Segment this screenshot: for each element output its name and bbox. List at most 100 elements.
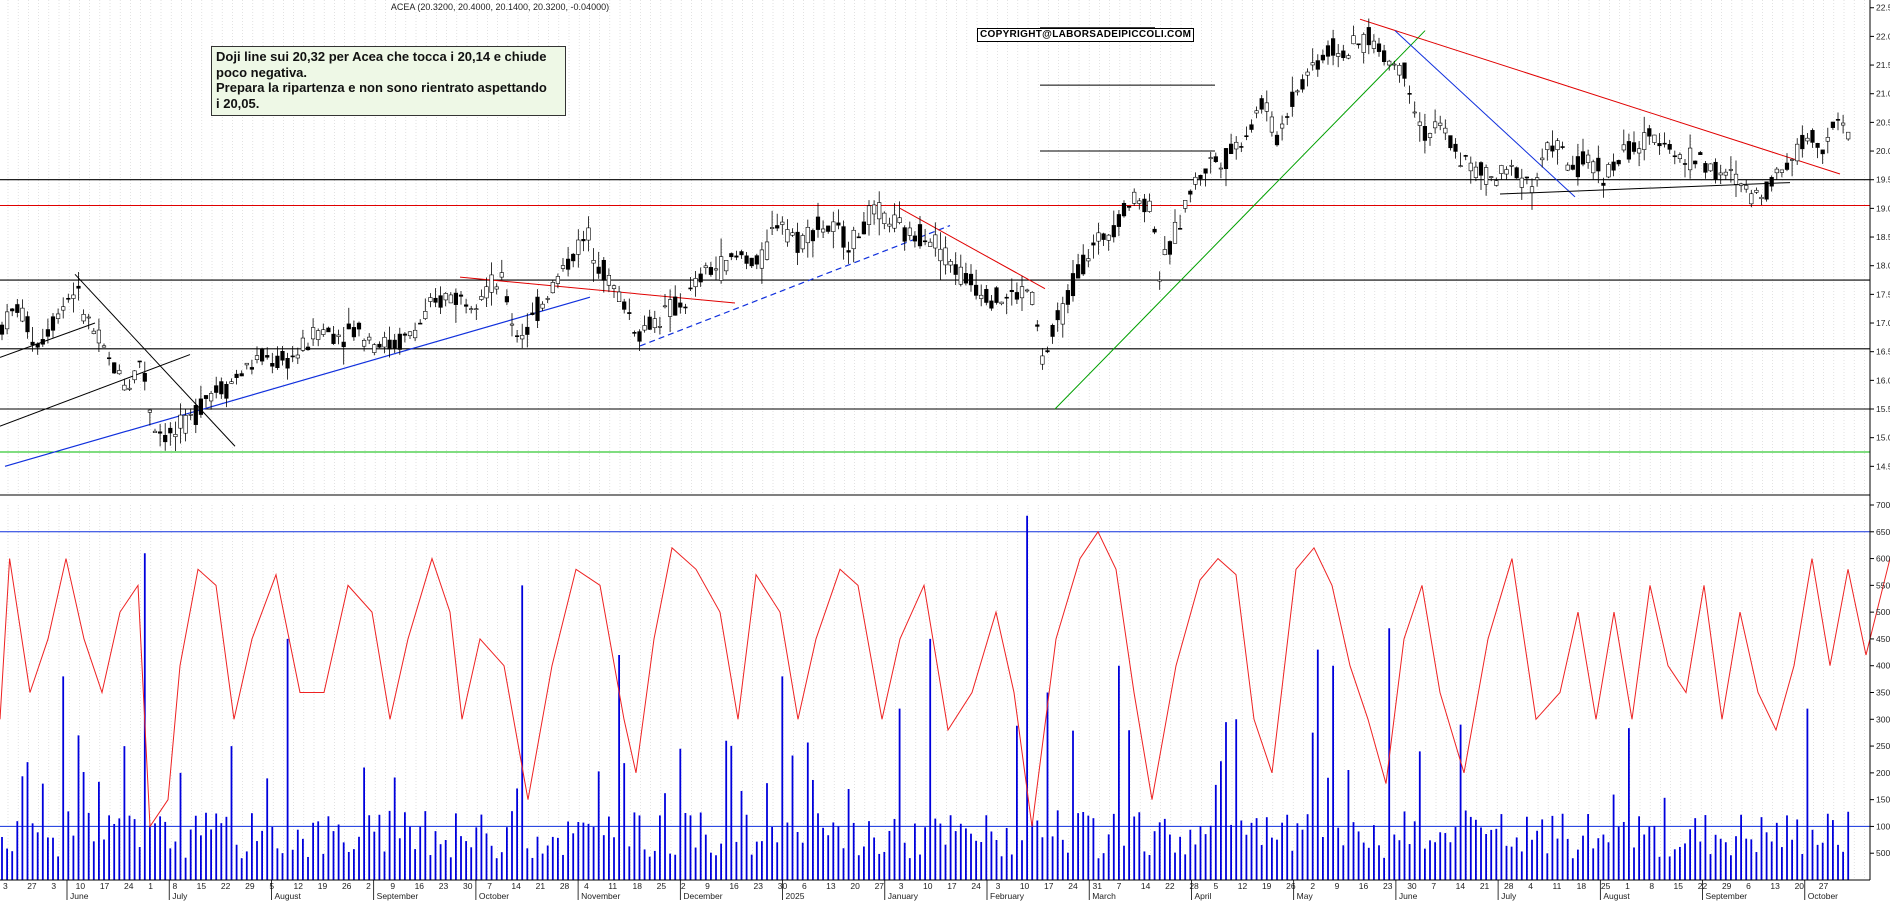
candle-body	[1708, 163, 1713, 172]
x-day-label: 10	[76, 881, 86, 891]
candle-body	[1555, 140, 1560, 150]
candle-body	[846, 250, 851, 253]
x-day-label: 28	[1504, 881, 1514, 891]
candle-body	[1550, 145, 1555, 152]
x-day-label: 8	[1649, 881, 1654, 891]
x-day-label: 15	[197, 881, 207, 891]
candle-body	[601, 259, 606, 281]
candle-body	[249, 367, 255, 370]
x-day-label: 25	[1601, 881, 1611, 891]
x-day-label: 2	[366, 881, 371, 891]
candle-body	[1494, 180, 1499, 186]
candle-body	[1514, 167, 1519, 179]
price-axis-tick-label: 19.5	[1876, 175, 1890, 185]
candle-body	[785, 229, 790, 243]
candle-body	[66, 297, 71, 300]
candle-body	[1193, 176, 1198, 185]
x-day-label: 1	[148, 881, 153, 891]
candle-body	[1295, 90, 1300, 93]
candle-body	[1596, 157, 1601, 172]
x-day-label: 12	[1238, 881, 1248, 891]
volume-oscillator-line	[0, 530, 1890, 828]
candle-body	[622, 301, 627, 310]
candle-body	[713, 268, 719, 271]
price-axis-tick-label: 16.0	[1876, 375, 1890, 385]
candle-body	[683, 306, 688, 309]
candle-body	[1586, 154, 1591, 163]
candle-body	[520, 335, 525, 340]
candle-body	[800, 235, 805, 250]
candle-body	[525, 326, 530, 335]
candle-body	[1667, 144, 1672, 150]
price-axis-tick-label: 22.5	[1876, 3, 1890, 13]
candle-body	[1376, 43, 1382, 52]
price-axis-tick-label: 19.0	[1876, 203, 1890, 213]
candle-body	[168, 427, 173, 434]
candle-body	[418, 322, 423, 325]
candle-body	[912, 235, 917, 242]
candle-body	[718, 256, 724, 281]
candle-body	[1111, 225, 1116, 238]
volume-axis-tick-label: 45000	[1876, 634, 1890, 644]
candle-body	[1723, 171, 1728, 176]
candle-body	[30, 341, 35, 346]
candle-body	[1387, 60, 1392, 66]
candle-body	[540, 303, 545, 309]
candle-body	[514, 335, 520, 337]
candle-body	[76, 285, 81, 289]
x-day-label: 29	[245, 881, 255, 891]
candle-body	[1132, 191, 1137, 204]
copyright-watermark: COPYRIGHT@LABORSADEIPICCOLI.COM	[977, 28, 1195, 42]
candle-body	[423, 311, 428, 319]
candle-body	[239, 373, 244, 377]
x-month-label: 2025	[786, 891, 805, 901]
candle-body	[958, 266, 963, 285]
candle-body	[861, 221, 866, 235]
x-day-label: 23	[1383, 881, 1393, 891]
x-month-label: September	[377, 891, 419, 901]
x-month-label: June	[70, 891, 89, 901]
candle-body	[1744, 185, 1749, 190]
candle-body	[545, 298, 550, 300]
price-axis-tick-label: 16.5	[1876, 347, 1890, 357]
candle-body	[1631, 142, 1637, 152]
candle-body	[938, 248, 943, 262]
x-day-label: 21	[536, 881, 546, 891]
candle-body	[443, 293, 448, 301]
candle-body	[662, 305, 668, 308]
candle-body	[1733, 173, 1739, 185]
price-axis-tick-label: 20.0	[1876, 146, 1890, 156]
candle-body	[203, 395, 209, 399]
candle-body	[275, 355, 280, 368]
candle-body	[1484, 167, 1489, 185]
candle-body	[1234, 141, 1239, 150]
volume-axis-tick-label: 35000	[1876, 688, 1890, 698]
x-day-label: 6	[802, 881, 807, 891]
x-day-label: 10	[1020, 881, 1030, 891]
candle-body	[1769, 177, 1774, 187]
candle-body	[560, 265, 566, 269]
candle-body	[1280, 123, 1285, 129]
x-day-label: 19	[1262, 881, 1272, 891]
candle-body	[1366, 27, 1371, 46]
candle-body	[173, 434, 178, 438]
x-day-label: 25	[657, 881, 667, 891]
x-day-label: 17	[100, 881, 110, 891]
x-day-label: 26	[1286, 881, 1296, 891]
candle-body	[132, 370, 137, 381]
candle-body	[637, 331, 642, 342]
candle-body	[305, 346, 311, 351]
annotation-line: poco negativa.	[216, 64, 308, 80]
candle-body	[331, 333, 336, 344]
candle-body	[137, 360, 142, 363]
candle-body	[1142, 198, 1147, 213]
candle-body	[1509, 164, 1514, 167]
candle-body	[1529, 186, 1535, 193]
candle-body	[1101, 233, 1106, 240]
candle-body	[1570, 164, 1575, 170]
candle-body	[15, 304, 20, 313]
x-day-label: 28	[1189, 881, 1199, 891]
candle-body	[616, 291, 622, 302]
x-day-label: 24	[1068, 881, 1078, 891]
